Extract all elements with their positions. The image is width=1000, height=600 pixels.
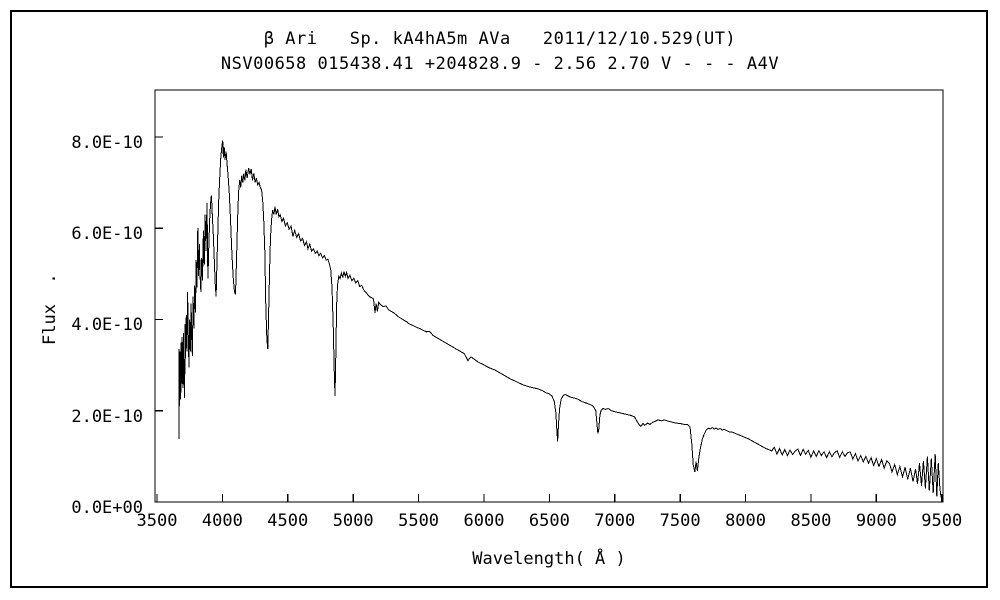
x-tick-label: 5000 xyxy=(332,511,374,531)
outer-border xyxy=(10,10,988,588)
plot-box xyxy=(154,89,944,503)
y-tick-label: 4.0E-10 xyxy=(71,315,143,336)
spectrum-line xyxy=(178,140,942,498)
x-tick-label: 9000 xyxy=(855,511,897,531)
x-tick-label: 8500 xyxy=(790,511,832,531)
x-tick-label: 7500 xyxy=(659,511,701,531)
x-tick-label: 7000 xyxy=(594,511,636,531)
chart-subtitle: NSV00658 015438.41 +204828.9 - 2.56 2.70… xyxy=(220,54,780,74)
y-tick-label: 2.0E-10 xyxy=(71,406,143,427)
x-tick-label: 4000 xyxy=(201,511,243,531)
x-tick-label: 6000 xyxy=(463,511,505,531)
y-axis-label: Flux . xyxy=(40,273,60,345)
x-axis-label: Wavelength( Å ) xyxy=(472,549,626,569)
y-tick-label: 8.0E-10 xyxy=(71,132,143,153)
x-tick-label: 8000 xyxy=(725,511,767,531)
chart-title: β Ari Sp. kA4hA5m AVa 2011/12/10.529(UT) xyxy=(263,29,737,49)
x-tick-label: 5500 xyxy=(398,511,440,531)
x-tick-label: 4500 xyxy=(267,511,309,531)
y-tick-label: 6.0E-10 xyxy=(71,224,143,245)
x-tick-label: 9500 xyxy=(921,511,963,531)
x-tick-label: 6500 xyxy=(528,511,570,531)
y-tick-label: 0.0E+00 xyxy=(71,498,143,518)
x-tick-label: 3500 xyxy=(136,511,178,531)
